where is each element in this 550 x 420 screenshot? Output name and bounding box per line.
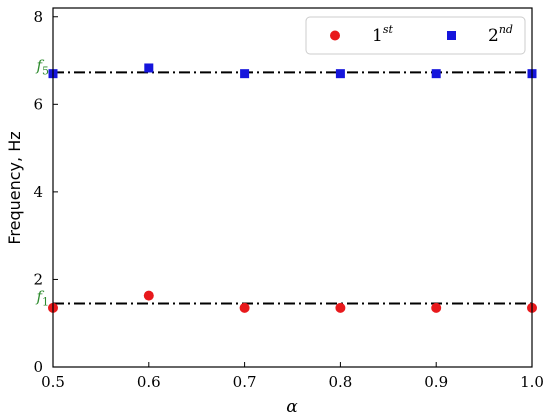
legend-marker-2nd	[447, 31, 456, 40]
y-tick-label: 0	[33, 358, 43, 376]
y-tick-label: 6	[33, 95, 43, 113]
legend-label-2nd: 2nd	[488, 23, 513, 46]
reference-label-f1: f1	[35, 288, 49, 309]
point-2nd	[144, 63, 154, 73]
legend-label-1st: 1st	[372, 23, 393, 46]
point-1st	[431, 302, 442, 313]
point-1st	[239, 302, 250, 313]
legend: 1st 2nd	[305, 16, 526, 55]
point-2nd	[240, 69, 250, 79]
legend-box	[305, 16, 526, 55]
y-tick-label: 2	[33, 270, 43, 288]
y-tick-label: 4	[33, 183, 43, 201]
y-tick-label: 8	[33, 8, 43, 26]
x-tick-label: 0.6	[137, 373, 161, 391]
plot-frame	[52, 7, 533, 368]
x-tick-label: 0.9	[424, 373, 448, 391]
x-tick-label: 0.7	[233, 373, 257, 391]
reference-label-f5: f5	[35, 56, 49, 77]
x-axis-title: α	[286, 397, 298, 417]
x-tick-label: 0.5	[41, 373, 65, 391]
point-2nd	[335, 69, 345, 79]
point-1st	[143, 290, 154, 301]
x-tick-label: 1.0	[520, 373, 544, 391]
x-tick-label: 0.8	[328, 373, 352, 391]
legend-marker-1st	[330, 30, 340, 41]
point-2nd	[431, 69, 441, 79]
y-axis-title: Frequency, Hz	[5, 131, 24, 244]
point-1st	[335, 302, 346, 313]
